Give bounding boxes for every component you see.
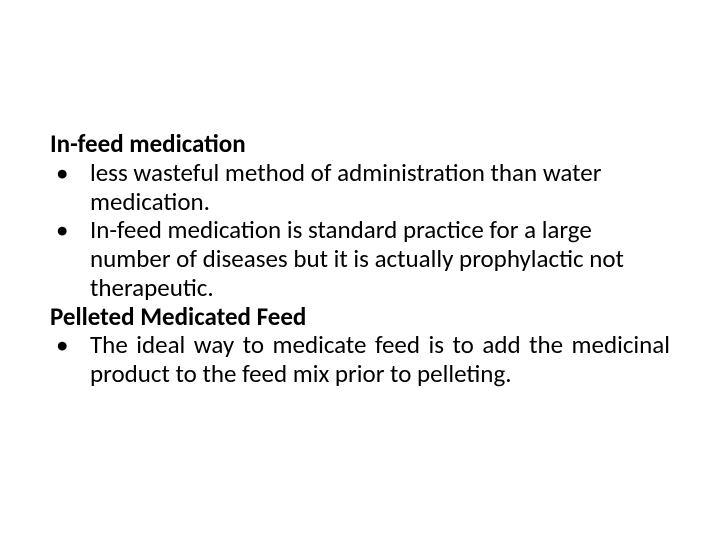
bullet-item: • less wasteful method of administration… [50, 159, 670, 217]
bullet-item: • The ideal way to medicate feed is to a… [50, 331, 670, 389]
heading-in-feed-medication: In-feed medication [50, 130, 670, 159]
slide-body: In-feed medication • less wasteful metho… [0, 0, 720, 540]
bullet-text: less wasteful method of administration t… [90, 159, 670, 217]
bullet-glyph-icon: • [50, 159, 90, 217]
bullet-text: In-feed medication is standard practice … [90, 216, 670, 302]
heading-pelleted-medicated-feed: Pelleted Medicated Feed [50, 303, 670, 332]
bullet-item: • In-feed medication is standard practic… [50, 216, 670, 302]
bullet-glyph-icon: • [50, 216, 90, 302]
bullet-glyph-icon: • [50, 331, 90, 389]
bullet-text: The ideal way to medicate feed is to add… [90, 331, 670, 389]
